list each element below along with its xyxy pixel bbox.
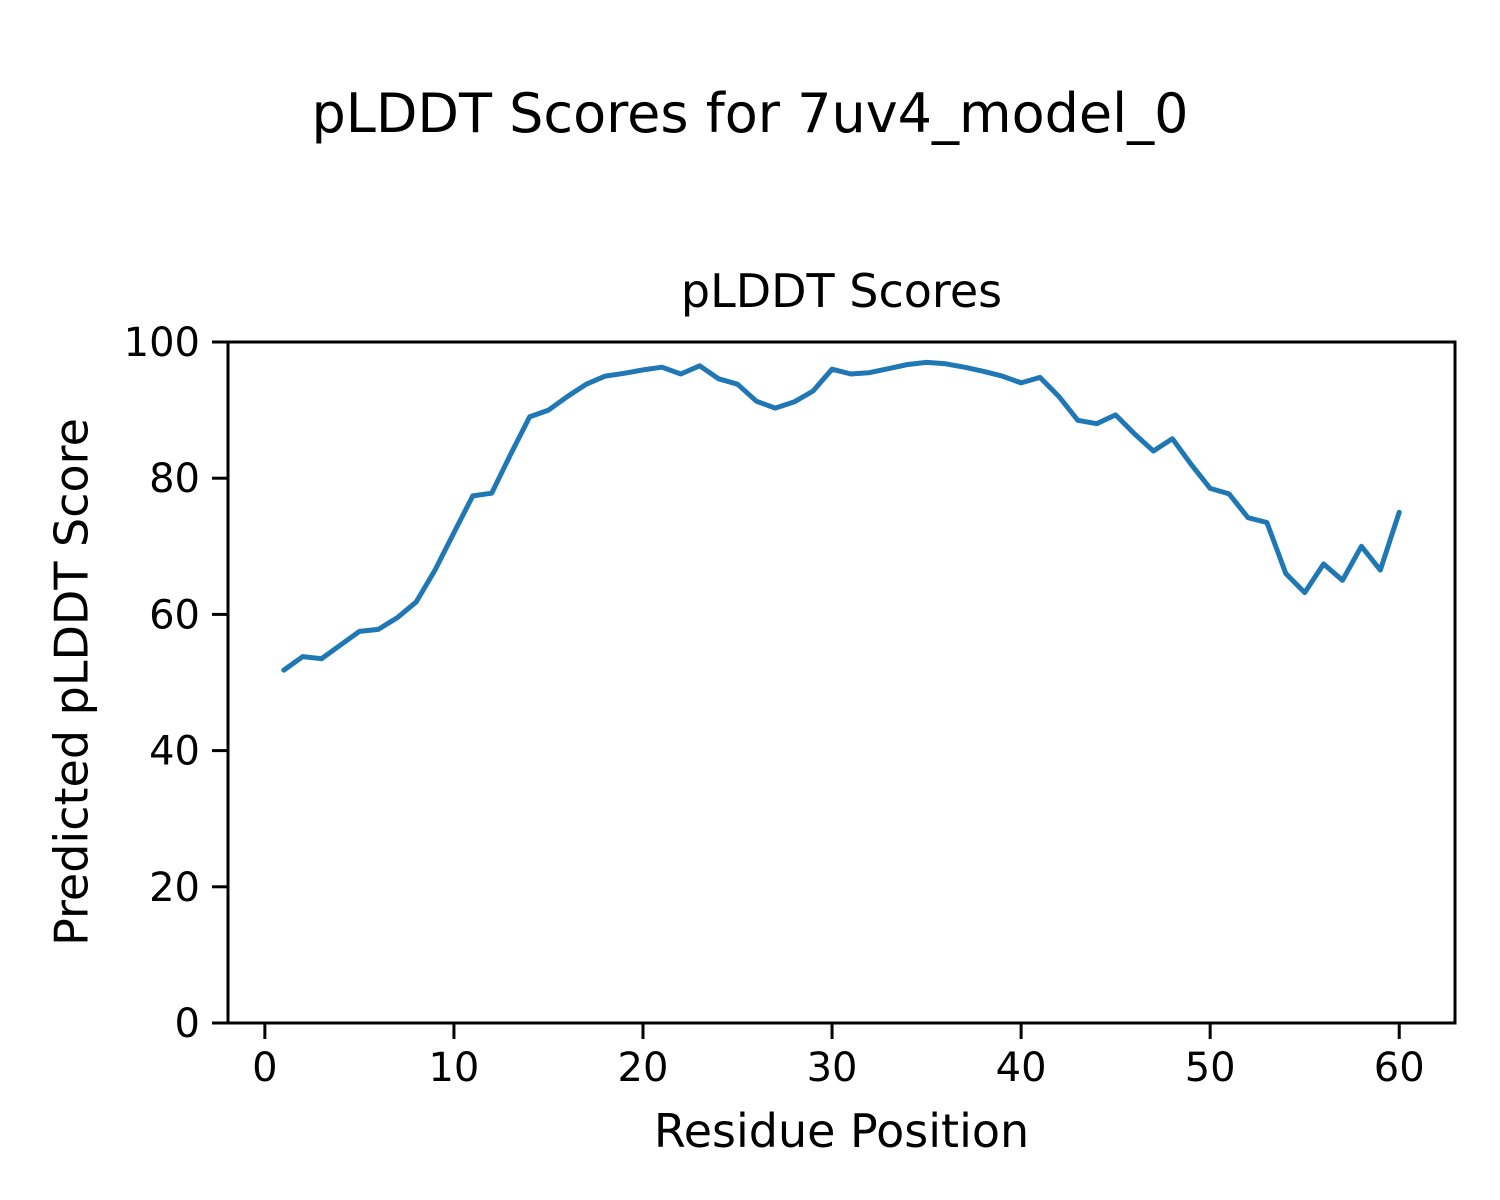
x-tick-label: 30 bbox=[807, 1045, 858, 1091]
y-tick-label: 0 bbox=[175, 1001, 200, 1047]
x-tick-label: 0 bbox=[252, 1045, 277, 1091]
y-tick-label: 40 bbox=[149, 729, 200, 775]
y-tick-label: 80 bbox=[149, 456, 200, 502]
y-tick-label: 20 bbox=[149, 865, 200, 911]
axes-spines bbox=[226, 340, 1457, 1025]
plddt-line bbox=[281, 359, 1402, 673]
axes-title: pLDDT Scores bbox=[680, 264, 1003, 318]
x-tick-label: 60 bbox=[1374, 1045, 1425, 1091]
figure-title: pLDDT Scores for 7uv4_model_0 bbox=[311, 82, 1189, 145]
x-tick-label: 10 bbox=[428, 1045, 479, 1091]
y-tick-label: 60 bbox=[149, 592, 200, 638]
x-axis-label: Residue Position bbox=[653, 1104, 1030, 1158]
x-tick-label: 20 bbox=[618, 1045, 669, 1091]
y-tick-label: 100 bbox=[124, 320, 200, 366]
x-tick-label: 50 bbox=[1185, 1045, 1236, 1091]
x-tick-label: 40 bbox=[996, 1045, 1047, 1091]
